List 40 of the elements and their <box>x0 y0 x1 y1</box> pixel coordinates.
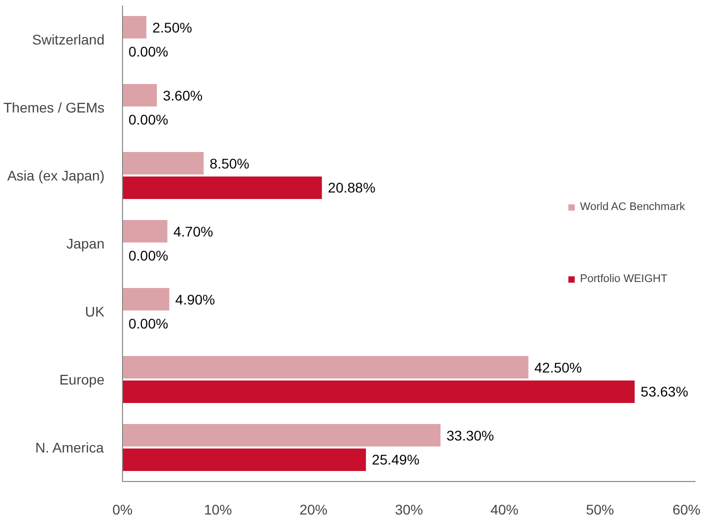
bar <box>122 16 146 39</box>
data-label: 53.63% <box>640 384 688 400</box>
data-label: 25.49% <box>372 452 420 468</box>
data-label: 0.00% <box>128 248 168 264</box>
data-label: 2.50% <box>152 19 192 36</box>
data-label: 4.90% <box>175 291 215 308</box>
x-tick-label: 0% <box>112 502 133 518</box>
bar <box>122 448 366 471</box>
y-tick-label: N. America <box>35 440 104 456</box>
data-label: 0.00% <box>128 112 168 128</box>
legend-label: Portfolio WEIGHT <box>580 273 668 285</box>
bar <box>122 356 528 379</box>
bar <box>122 176 322 199</box>
bar <box>122 424 441 447</box>
data-label: 33.30% <box>446 427 494 444</box>
bar <box>122 288 170 311</box>
data-label: 42.50% <box>534 359 582 376</box>
y-tick-label: Japan <box>66 236 105 252</box>
x-tick-label: 10% <box>204 502 232 518</box>
bar <box>122 84 157 107</box>
y-tick-label: Switzerland <box>32 32 105 48</box>
data-label: 4.70% <box>173 223 214 240</box>
y-tick-label: UK <box>85 304 106 320</box>
x-tick-label: 40% <box>490 502 519 518</box>
data-label: 8.50% <box>210 155 250 172</box>
bar <box>122 380 635 403</box>
x-tick-label: 50% <box>586 502 614 518</box>
legend-label: World AC Benchmark <box>580 201 685 213</box>
bar <box>122 152 204 175</box>
y-tick-label: Europe <box>59 372 105 388</box>
data-label: 3.60% <box>162 87 203 104</box>
data-label: 0.00% <box>128 44 168 60</box>
y-tick-label: Themes / GEMs <box>3 100 105 116</box>
data-label: 0.00% <box>128 316 168 332</box>
data-label: 20.88% <box>328 180 376 196</box>
bar <box>122 220 168 243</box>
x-tick-label: 30% <box>394 502 424 518</box>
y-tick-label: Asia (ex Japan) <box>7 168 105 184</box>
x-tick-label: 60% <box>672 502 701 518</box>
x-tick-label: 20% <box>299 502 328 518</box>
